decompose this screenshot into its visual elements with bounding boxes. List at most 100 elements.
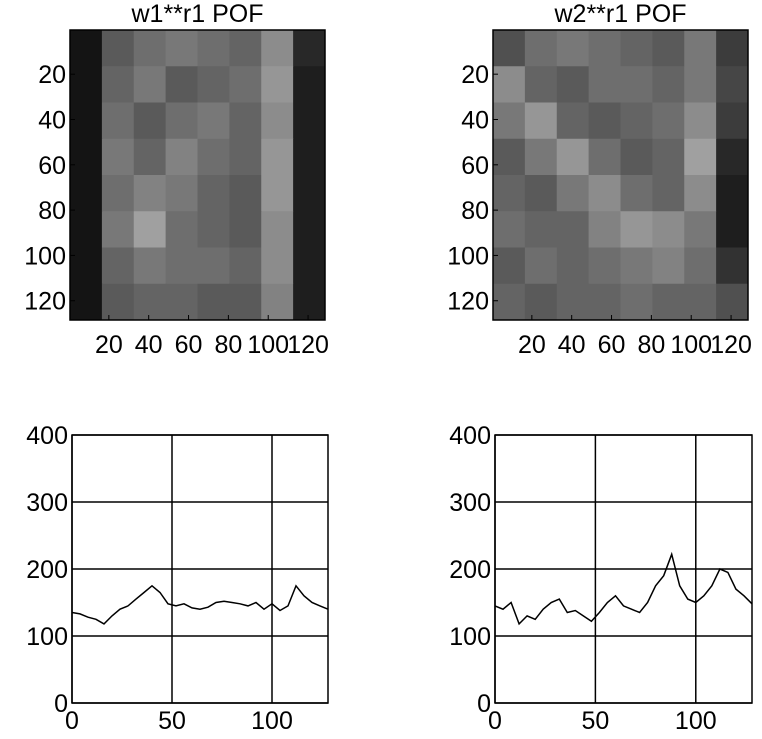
image-cell (133, 102, 167, 140)
y-tick-label: 20 (461, 61, 489, 89)
x-tick-label: 100 (251, 707, 293, 734)
y-tick-label: 60 (38, 152, 66, 180)
image-cell (652, 30, 685, 67)
x-tick-label: 100 (247, 331, 289, 359)
image-cell (556, 102, 590, 140)
image-cell (261, 102, 294, 140)
image-cell (101, 283, 135, 321)
y-tick-label: 100 (26, 623, 68, 651)
image-cell (229, 211, 262, 248)
image-cell (652, 66, 685, 103)
image-cell (620, 102, 653, 140)
image-cell (716, 30, 749, 67)
image-cell (101, 102, 135, 140)
image-cell (197, 30, 230, 67)
image-cell (133, 283, 167, 321)
image-cell (165, 247, 198, 285)
image-cell (684, 247, 717, 285)
image-cell (101, 247, 135, 285)
y-tick-label: 0 (54, 690, 68, 718)
image-cell (197, 247, 230, 285)
y-tick-label: 40 (38, 106, 66, 134)
image-cell (684, 175, 717, 212)
image-cell (261, 30, 294, 67)
image-cell (197, 175, 230, 212)
axes-frame (69, 29, 326, 321)
y-tick-label: 200 (26, 556, 68, 584)
y-tick-label: 40 (461, 106, 489, 134)
image-cell (293, 102, 326, 140)
y-tick-label: 200 (449, 556, 491, 584)
y-tick-label: 100 (24, 242, 66, 270)
x-tick-label: 60 (175, 331, 203, 359)
image-cell (493, 175, 526, 212)
x-tick-label: 0 (488, 707, 502, 734)
axes-frame (492, 29, 749, 321)
image-cell (493, 66, 526, 103)
image-cell (165, 175, 198, 212)
image-cell (293, 30, 326, 67)
image-cell (101, 138, 135, 176)
image-cell (556, 211, 590, 248)
image-cell (70, 30, 103, 67)
image-cell (229, 175, 262, 212)
image-cell (229, 66, 262, 103)
image-cell (652, 211, 685, 248)
image-cell (229, 30, 262, 67)
image-cell (588, 283, 621, 321)
image-cell (524, 211, 558, 248)
x-tick-label: 120 (710, 331, 752, 359)
image-cell (165, 138, 198, 176)
image-cell (556, 283, 590, 321)
image-cell (716, 102, 749, 140)
image-cell (716, 66, 749, 103)
image-cell (70, 102, 103, 140)
image-cell (524, 30, 558, 67)
image-cell (101, 211, 135, 248)
image-cell (684, 283, 717, 321)
y-tick-label: 60 (461, 152, 489, 180)
axes-frame (494, 434, 753, 704)
y-tick-label: 0 (477, 690, 491, 718)
image-cell (197, 102, 230, 140)
x-tick-label: 40 (558, 331, 586, 359)
x-tick-label: 100 (675, 707, 717, 734)
image-cell (133, 175, 167, 212)
image-cell (588, 102, 621, 140)
image-cell (70, 66, 103, 103)
y-tick-label: 400 (26, 422, 68, 450)
y-tick-label: 80 (461, 197, 489, 225)
image-cell (556, 138, 590, 176)
y-tick-label: 100 (447, 242, 489, 270)
image-cell (293, 247, 326, 285)
image-cell (133, 247, 167, 285)
image-cell (588, 211, 621, 248)
image-cell (165, 283, 198, 321)
image-cell (197, 66, 230, 103)
image-cell (293, 66, 326, 103)
x-tick-label: 50 (158, 707, 186, 734)
image-cell (133, 211, 167, 248)
y-tick-label: 20 (38, 61, 66, 89)
image-cell (588, 66, 621, 103)
image-cell (620, 211, 653, 248)
image-cell (524, 66, 558, 103)
image-cell (261, 175, 294, 212)
chart-title: w2**r1 POF (554, 0, 687, 28)
image-cell (493, 247, 526, 285)
image-cell (293, 283, 326, 321)
image-cell (165, 66, 198, 103)
image-cell (165, 211, 198, 248)
x-tick-label: 100 (670, 331, 712, 359)
image-cell (261, 283, 294, 321)
x-tick-label: 40 (135, 331, 163, 359)
image-cell (652, 138, 685, 176)
image-cell (620, 66, 653, 103)
image-cell (133, 30, 167, 67)
image-cell (165, 30, 198, 67)
x-tick-label: 20 (518, 331, 546, 359)
image-cell (197, 211, 230, 248)
image-cell (165, 102, 198, 140)
image-cell (556, 30, 590, 67)
